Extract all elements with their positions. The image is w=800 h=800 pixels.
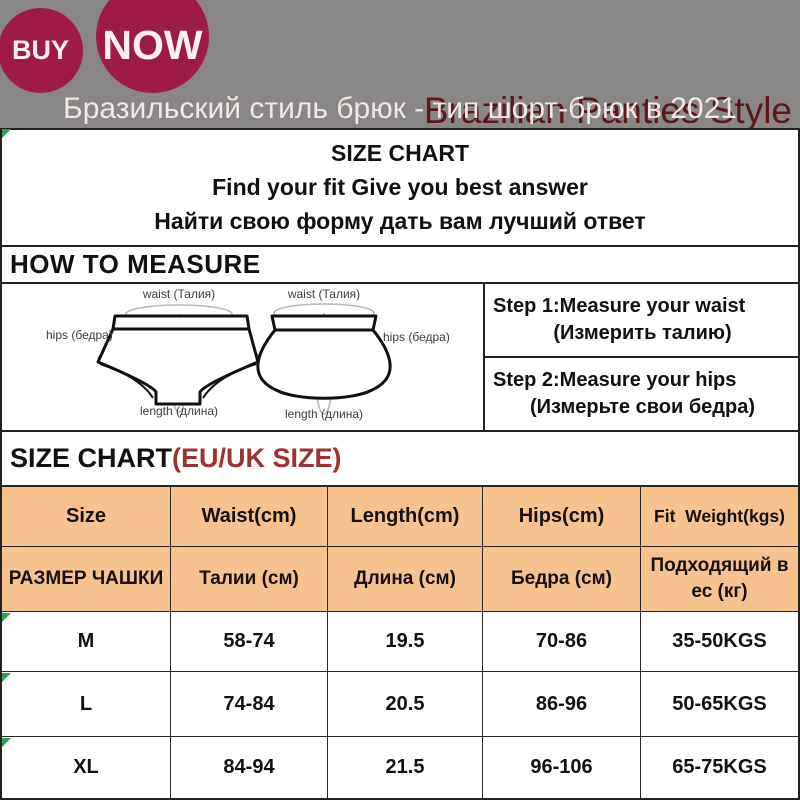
size-chart-sheet: SIZE CHART Find your fit Give you best a…: [0, 128, 800, 800]
promo-banner: BUY NOW Brazilian Panties Style Hot in 2…: [0, 0, 800, 260]
row-xl-length: 21.5: [328, 737, 483, 798]
row-xl-weight: 65-75KGS: [672, 756, 767, 778]
now-badge: NOW: [96, 0, 209, 93]
back-hips-label: hips (бедра): [383, 330, 450, 344]
row-l-hips: 86-96: [483, 672, 641, 737]
size-chart-heading-red: (EU/UK SIZE): [172, 443, 342, 473]
row-xl-hips: 96-106: [483, 737, 641, 798]
buy-badge-label: BUY: [11, 35, 69, 65]
step1-text-en: Step 1:Measure your waist: [493, 295, 746, 317]
back-waist-label: waist (Талия): [287, 287, 361, 301]
col-header-length-ru: Длина (см): [328, 547, 483, 612]
now-badge-label: NOW: [102, 22, 203, 68]
row-m-hips: 70-86: [483, 612, 641, 672]
panty-diagrams-illustration: [96, 303, 392, 415]
col-header-hips-ru: Бедра (см): [483, 547, 641, 612]
green-corner-marker: [2, 673, 11, 682]
intro-line-ru: Найти свою форму дать вам лучший ответ: [154, 208, 646, 234]
size-table: Size Waist(cm) Length(cm) Hips(cm) Fit W…: [2, 487, 798, 798]
row-m-size: M: [2, 612, 171, 672]
step2-text-ru: (Измерьте свои бедра): [529, 396, 756, 418]
col-header-size-ru: РАЗМЕР ЧАШКИ: [2, 547, 171, 612]
col-header-hips: Hips(cm): [483, 487, 641, 547]
col-header-waist: Waist(cm): [171, 487, 328, 547]
green-corner-marker: [2, 613, 11, 622]
back-panty-outline: [256, 314, 392, 400]
intro-line-en: Find your fit Give you best answer: [212, 174, 588, 200]
front-length-label: length (длина): [139, 404, 219, 418]
row-l-waist: 74-84: [171, 672, 328, 737]
banner-subtitle-ru: Бразильский стиль брюк - тип шорт-брюк в…: [63, 92, 737, 125]
step1-text-ru: (Измерить талию): [553, 322, 732, 344]
size-chart-heading-black: SIZE CHART: [10, 443, 172, 473]
row-l-weight: 50-65KGS: [641, 672, 798, 737]
measure-steps: Step 1:Measure your waist (Измерить тали…: [483, 284, 800, 430]
col-header-waist-ru: Талии (см): [171, 547, 328, 612]
intro-heading: SIZE CHART: [331, 140, 469, 166]
step2-text-en: Step 2:Measure your hips: [493, 369, 737, 391]
buy-badge: BUY: [0, 8, 83, 93]
green-corner-marker: [2, 129, 11, 138]
front-panty-outline: [96, 314, 260, 406]
front-hips-label: hips (бедра): [46, 328, 113, 342]
banner-title-line1: Brazilian Panties Style: [423, 89, 792, 131]
row-m-weight: 35-50KGS: [641, 612, 798, 672]
size-chart-section-heading: SIZE CHART (EU/UK SIZE): [2, 432, 798, 487]
how-to-measure-heading: HOW TO MEASURE: [2, 247, 798, 284]
how-to-measure-body: waist (Талия) waist (Талия) hips (бедра)…: [2, 284, 800, 432]
measure-step-1: Step 1:Measure your waist (Измерить тали…: [485, 284, 800, 358]
row-l-length: 20.5: [328, 672, 483, 737]
back-length-label: length (длина): [284, 407, 364, 421]
col-header-fitweight-ru: Подходящий в ес (кг): [641, 547, 798, 612]
green-corner-marker: [2, 738, 11, 747]
measure-step-2: Step 2:Measure your hips (Измерьте свои …: [485, 358, 800, 430]
row-xl-size: XL: [2, 737, 171, 798]
row-m-length: 19.5: [328, 612, 483, 672]
row-l-size: L: [2, 672, 171, 737]
col-header-size: Size: [2, 487, 171, 547]
col-header-length: Length(cm): [328, 487, 483, 547]
intro-block: SIZE CHART Find your fit Give you best a…: [2, 130, 798, 247]
row-xl-waist: 84-94: [171, 737, 328, 798]
row-m-waist: 58-74: [171, 612, 328, 672]
col-header-fitweight: Fit Weight(kgs): [641, 487, 798, 547]
front-waist-label: waist (Талия): [142, 287, 216, 301]
measure-diagrams: waist (Талия) waist (Талия) hips (бедра)…: [2, 284, 483, 430]
